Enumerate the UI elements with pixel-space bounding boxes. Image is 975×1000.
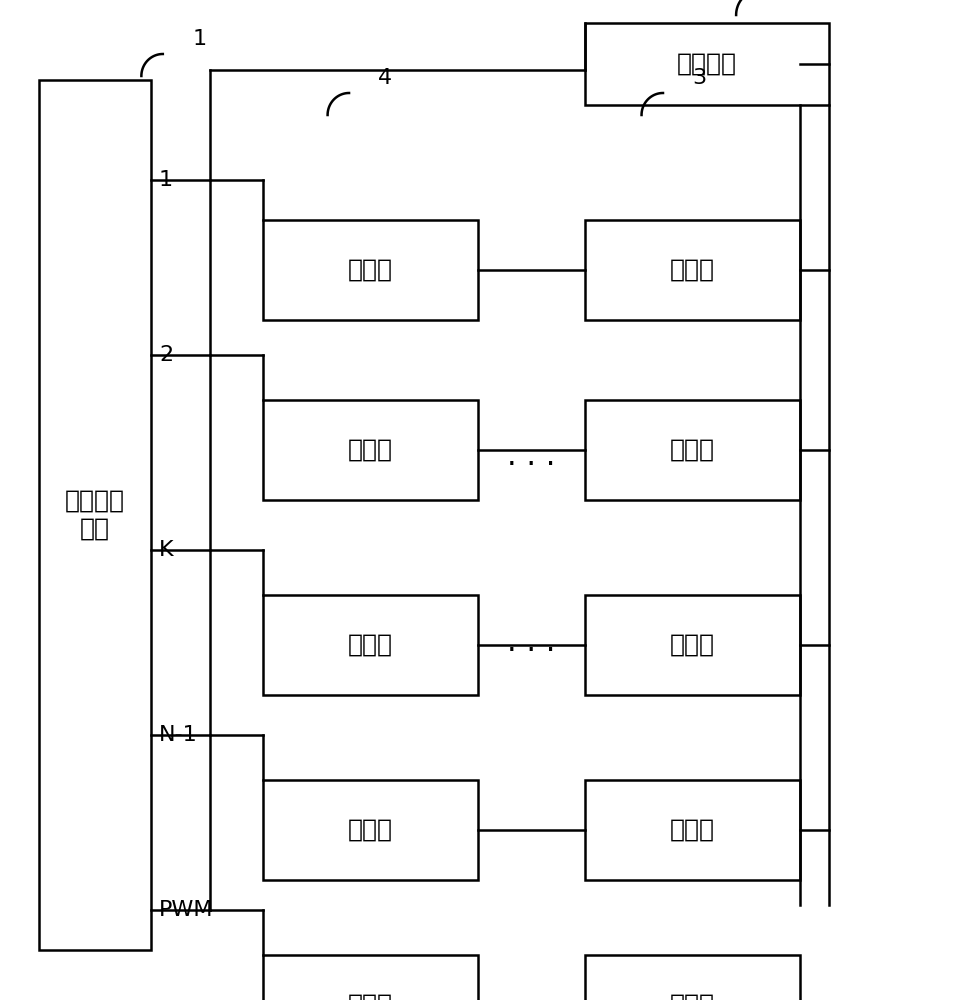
Text: 继电器: 继电器 (348, 633, 393, 657)
Bar (263, 220, 478, 320)
Text: 1: 1 (159, 170, 173, 190)
Text: 3: 3 (692, 68, 706, 88)
Text: 4: 4 (378, 68, 392, 88)
Text: N-1: N-1 (159, 725, 198, 745)
Bar (585, 400, 800, 500)
Bar (585, 595, 800, 695)
Bar (263, 780, 478, 880)
Text: 输入电源: 输入电源 (677, 52, 737, 76)
Text: 电热管: 电热管 (670, 818, 715, 842)
Text: PWM: PWM (159, 900, 214, 920)
Bar (585, 23, 829, 105)
Text: 继电器: 继电器 (348, 258, 393, 282)
Bar (585, 220, 800, 320)
Text: 继电器: 继电器 (348, 818, 393, 842)
Text: · · ·: · · · (507, 638, 556, 666)
Text: K: K (159, 540, 174, 560)
Text: 继电器: 继电器 (348, 438, 393, 462)
Text: · · ·: · · · (507, 450, 556, 480)
Text: 电热管: 电热管 (670, 258, 715, 282)
Bar (263, 400, 478, 500)
Text: 电热管: 电热管 (670, 633, 715, 657)
Bar (585, 955, 800, 1000)
Text: 电热管: 电热管 (670, 993, 715, 1000)
Text: 继电器: 继电器 (348, 993, 393, 1000)
Text: 1: 1 (192, 29, 206, 49)
Bar (39, 80, 151, 950)
Bar (585, 780, 800, 880)
Text: 电热管: 电热管 (670, 438, 715, 462)
Text: 智能控制
模块: 智能控制 模块 (65, 489, 125, 541)
Bar (263, 595, 478, 695)
Text: 2: 2 (159, 345, 173, 365)
Bar (263, 955, 478, 1000)
